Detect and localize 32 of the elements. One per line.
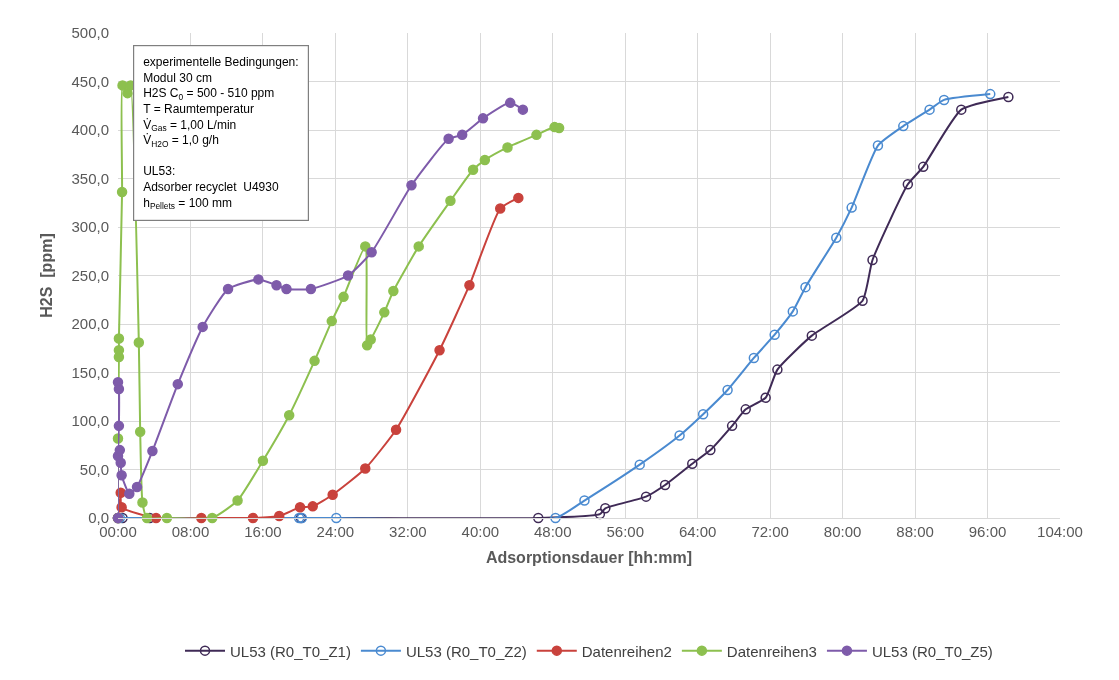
y-tick-label: 500,0 xyxy=(71,24,109,42)
y-tick-label: 350,0 xyxy=(71,169,109,187)
text: experimentelle Bedingungen: Modul 30 cm H2S C$_{0}$ = 500 - 510 ppm T = Raumtemperatur V̇$_{Gas}$ = 1,00 L/min V̇$_{H2O}$ = 1,0 g/h xyxy=(143,55,299,149)
annotation: UL53: Adsorber recyclet U4930 h$_{Pellets}$ = 100 mm xyxy=(143,164,279,212)
x-tick-label: 32:00 xyxy=(389,523,427,540)
legend-label: UL53 (R0_T0_Z5) xyxy=(871,642,993,660)
y-tick-label: 450,0 xyxy=(71,72,109,90)
x-tick-label: 72:00 xyxy=(751,523,789,540)
x-tick-label: 64:00 xyxy=(678,523,717,540)
x-tick-label: 96:00 xyxy=(968,523,1007,540)
y-axis-title: H2S [ppm] xyxy=(38,233,56,318)
x-tick-label: 104:00 xyxy=(1037,523,1083,540)
x-tick-label: 88:00 xyxy=(896,523,934,540)
x-tick-label: 16:00 xyxy=(244,523,282,540)
x-tick-label: 24:00 xyxy=(316,523,355,540)
x-tick-label: 56:00 xyxy=(606,523,644,540)
legend-label: UL53 (R0_T0_Z2) xyxy=(405,642,527,660)
legend-label: Datenreihen2 xyxy=(581,642,672,660)
y-tick-label: 400,0 xyxy=(71,121,109,139)
legend-label: Datenreihen3 xyxy=(726,642,817,660)
x-tick-label: 40:00 xyxy=(461,523,500,540)
x-axis-title: Adsorptionsdauer [hh:mm] xyxy=(485,548,693,566)
y-tick-label: 100,0 xyxy=(71,412,109,430)
y-tick-label: 250,0 xyxy=(71,266,109,284)
y-tick-label: 50,0 xyxy=(79,460,109,478)
x-tick-label: 80:00 xyxy=(823,523,862,540)
y-tick-label: 200,0 xyxy=(71,315,109,333)
legend-label: UL53 (R0_T0_Z1) xyxy=(230,642,351,660)
x-tick-label: 08:00 xyxy=(171,523,210,540)
x-tick-label: 48:00 xyxy=(534,523,572,540)
y-tick-label: 150,0 xyxy=(71,363,109,381)
y-tick-label: 300,0 xyxy=(71,218,109,236)
